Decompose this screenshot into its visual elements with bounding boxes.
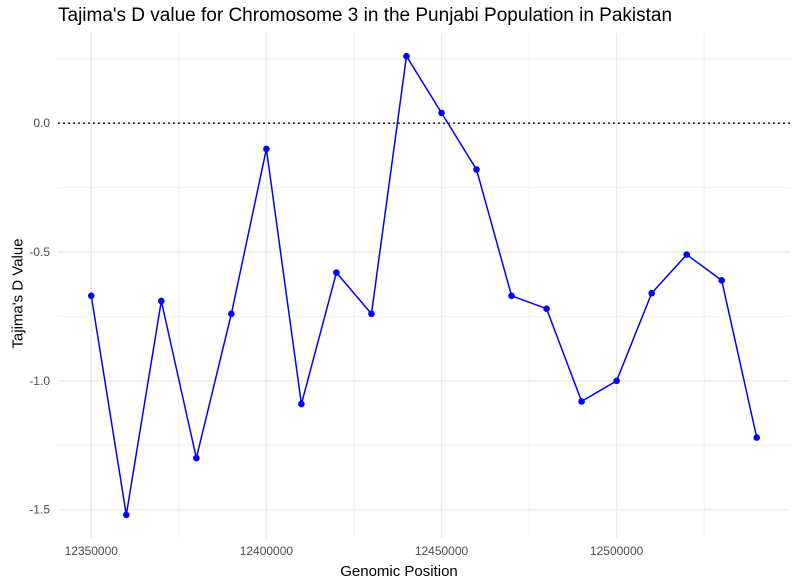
data-point bbox=[683, 251, 690, 258]
y-tick-label: -1.5 bbox=[29, 503, 50, 517]
chart-title: Tajima's D value for Chromosome 3 in the… bbox=[58, 5, 673, 26]
data-point bbox=[473, 166, 480, 173]
data-point bbox=[508, 292, 515, 300]
data-point bbox=[543, 305, 550, 312]
data-point bbox=[298, 400, 305, 408]
x-tick-label: 12350000 bbox=[65, 544, 119, 558]
data-point bbox=[403, 52, 410, 60]
minor-gridlines bbox=[58, 33, 790, 538]
y-tick-label: -0.5 bbox=[29, 245, 50, 259]
data-point bbox=[228, 310, 235, 318]
series-line-0 bbox=[90, 54, 758, 515]
data-point bbox=[368, 310, 375, 318]
y-tick-label: -1.0 bbox=[29, 374, 50, 388]
data-point bbox=[613, 377, 620, 385]
x-tick-label: 12400000 bbox=[240, 544, 294, 558]
major-gridlines bbox=[58, 33, 790, 538]
y-axis-label: Tajima's D Value bbox=[9, 238, 27, 349]
y-axis-ticks: -1.5 -1.0 -0.5 0.0 bbox=[29, 116, 50, 516]
data-point bbox=[122, 511, 130, 519]
data-points bbox=[87, 52, 761, 519]
data-point bbox=[578, 398, 585, 405]
data-point bbox=[158, 297, 165, 305]
data-point bbox=[753, 434, 761, 441]
data-point bbox=[718, 277, 726, 284]
data-point bbox=[87, 292, 95, 300]
data-point bbox=[438, 109, 445, 117]
data-point bbox=[333, 269, 340, 276]
y-tick-label: 0.0 bbox=[33, 116, 50, 130]
x-axis-label: Genomic Position bbox=[340, 563, 458, 580]
x-axis-ticks: 12350000 12400000 12450000 12500000 bbox=[65, 544, 644, 558]
x-tick-label: 12500000 bbox=[590, 544, 644, 558]
data-point bbox=[648, 289, 655, 297]
data-point bbox=[193, 454, 200, 462]
data-point bbox=[263, 145, 270, 153]
x-tick-label: 12450000 bbox=[415, 544, 469, 558]
series-line bbox=[90, 54, 758, 515]
